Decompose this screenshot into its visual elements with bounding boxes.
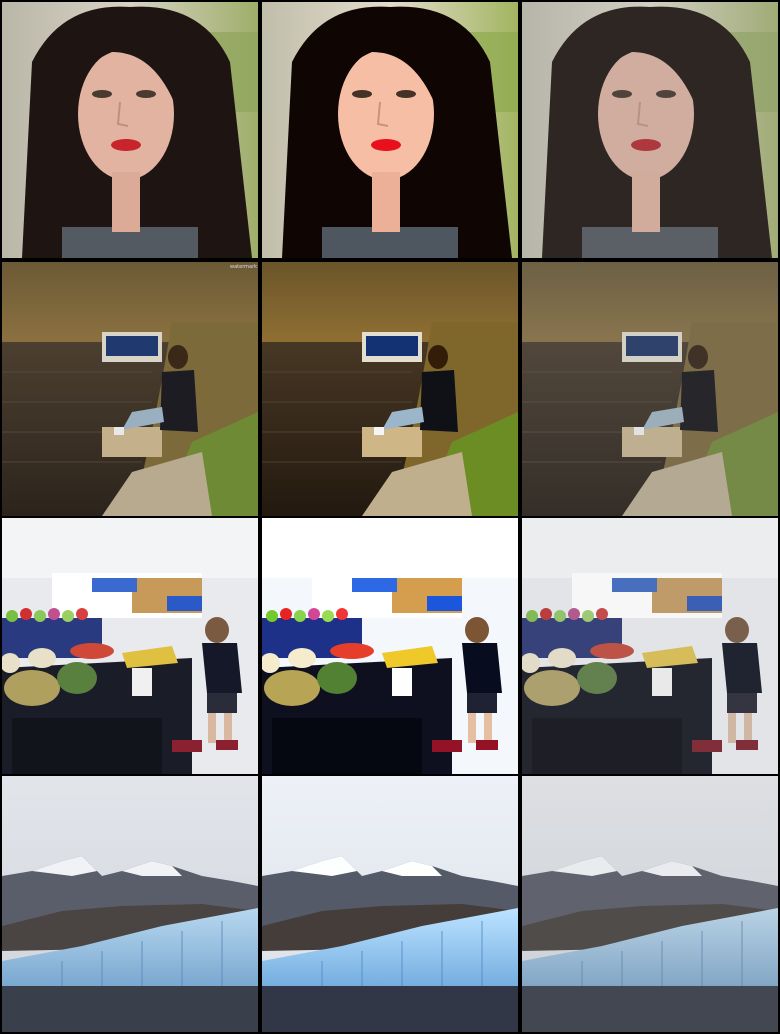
portrait-photo-icon bbox=[2, 2, 258, 258]
market-image-variant-2 bbox=[522, 518, 778, 774]
market-photo-icon bbox=[262, 518, 518, 774]
lake-image-variant-2 bbox=[522, 262, 778, 516]
lake-image-variant-1 bbox=[262, 262, 518, 516]
glacier-image-original bbox=[2, 776, 258, 1032]
portrait-image-variant-2 bbox=[522, 2, 778, 258]
portrait-photo-icon bbox=[262, 2, 518, 258]
glacier-photo-icon bbox=[2, 776, 258, 1032]
glacier-photo-icon bbox=[522, 776, 778, 1032]
glacier-image-variant-2 bbox=[522, 776, 778, 1032]
lake-image-original: watermark bbox=[2, 262, 258, 516]
landscape-photo-icon bbox=[262, 262, 518, 516]
portrait-image-original bbox=[2, 2, 258, 258]
landscape-photo-icon bbox=[522, 262, 778, 516]
glacier-image-variant-1 bbox=[262, 776, 518, 1032]
glacier-photo-icon bbox=[262, 776, 518, 1032]
portrait-photo-icon bbox=[522, 2, 778, 258]
market-image-variant-1 bbox=[262, 518, 518, 774]
market-image-original bbox=[2, 518, 258, 774]
landscape-photo-icon: watermark bbox=[2, 262, 258, 516]
portrait-image-variant-1 bbox=[262, 2, 518, 258]
svg-text:watermark: watermark bbox=[230, 264, 257, 270]
market-photo-icon bbox=[522, 518, 778, 774]
market-photo-icon bbox=[2, 518, 258, 774]
